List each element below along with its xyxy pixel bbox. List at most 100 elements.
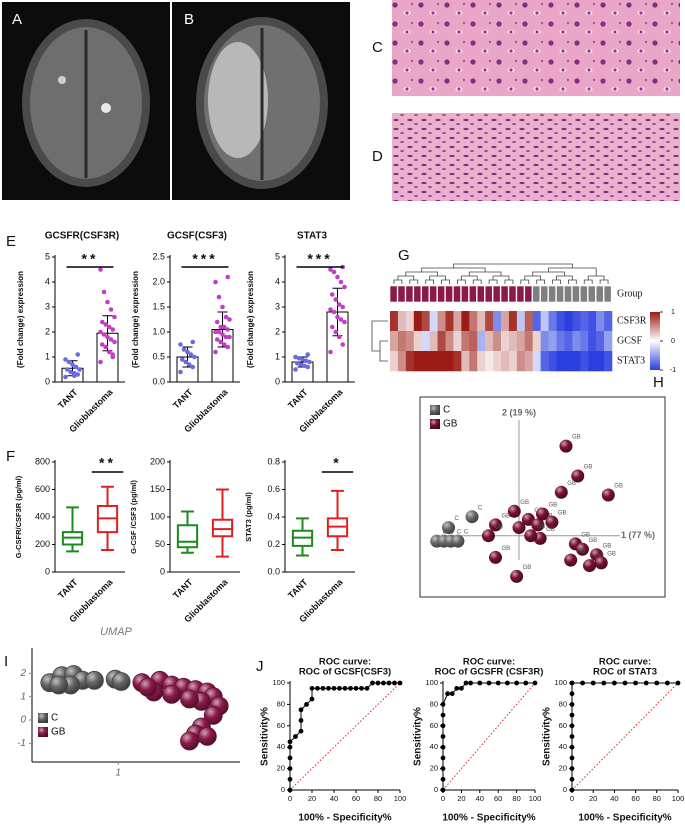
point-label: GB	[549, 503, 558, 509]
data-point	[442, 521, 455, 535]
pca-frame	[419, 396, 666, 598]
group-cell	[389, 285, 398, 303]
y-axis-label: (Fold change) expression	[131, 271, 140, 368]
roc-point	[298, 728, 304, 734]
dendrogram	[504, 279, 514, 284]
y-tick-label: 1	[45, 351, 50, 361]
dendrogram	[371, 320, 388, 362]
data-point	[108, 307, 114, 312]
x-tick-label: TANT	[171, 577, 195, 601]
heat-cell	[540, 351, 549, 372]
x-tick-label: 100	[529, 794, 542, 803]
panel-letter: J	[256, 658, 264, 675]
group-cell	[421, 285, 430, 303]
dendrogram	[552, 279, 561, 284]
roc-point	[569, 787, 575, 793]
x-tick-label: TANT	[171, 387, 195, 411]
roc-point	[523, 680, 529, 686]
y-tick-label: 600	[35, 484, 50, 494]
point-label: GB	[502, 546, 511, 552]
dendrogram	[468, 271, 502, 276]
y-tick-label: 3	[45, 301, 50, 311]
roc-line	[442, 682, 535, 790]
point-label: GB	[581, 532, 590, 538]
whisker-high	[101, 485, 114, 506]
roc-point	[590, 680, 596, 686]
group-cell	[429, 285, 438, 303]
group-cell	[453, 285, 461, 303]
heat-cell	[540, 331, 549, 352]
reference-line	[442, 682, 536, 791]
heat-cell	[501, 351, 510, 372]
legend-swatch	[430, 419, 440, 429]
dendrogram	[599, 279, 609, 284]
x-tick-label: 60	[352, 794, 360, 803]
y-tick-label: 80	[559, 699, 567, 708]
heat-cell	[405, 331, 415, 352]
heat-cell	[461, 331, 470, 352]
whisker-low	[296, 545, 309, 557]
legend-swatch	[430, 405, 440, 415]
data-point	[64, 367, 70, 372]
data-point	[338, 279, 344, 285]
panel-letter: F	[6, 448, 15, 465]
data-point	[214, 337, 220, 342]
x-axis-label: 100% - Specificity%	[442, 813, 535, 824]
y-tick-label: 2.5	[152, 251, 165, 261]
data-point	[216, 329, 222, 335]
box	[211, 518, 234, 538]
heat-cell	[572, 311, 581, 332]
colorbar-tick-label: 1	[671, 309, 675, 316]
data-point	[328, 267, 333, 272]
roc-point	[477, 680, 483, 686]
reference-line	[289, 682, 401, 791]
data-point	[342, 284, 347, 290]
group-cell	[579, 285, 588, 303]
roc-point	[397, 680, 403, 686]
y-tick-label: 0.0	[152, 376, 165, 386]
legend-label: C	[443, 405, 450, 416]
y-axis-label: Sensitivity%	[542, 707, 553, 766]
heat-cell	[397, 311, 407, 332]
y-tick-label: 1	[20, 691, 26, 702]
roc-point	[633, 680, 638, 686]
group-cell	[548, 285, 556, 303]
y-tick-label: 5	[45, 251, 50, 261]
data-point	[108, 337, 114, 342]
data-point	[218, 324, 224, 330]
data-point	[328, 349, 333, 355]
x-tick-label: TANT	[286, 387, 310, 411]
chart-subtitle: ROC of GCSFR (CSF3R)	[435, 667, 544, 678]
data-point	[575, 542, 589, 556]
y-axis-label: (Fold change) expression	[246, 271, 255, 368]
heat-cell	[580, 331, 589, 352]
dendrogram	[429, 275, 446, 280]
point-label: GB	[546, 527, 555, 533]
roc-point	[505, 680, 510, 686]
roc-point	[440, 702, 446, 707]
heat-cell	[556, 311, 565, 332]
data-point	[300, 357, 305, 362]
dendrogram	[441, 279, 450, 284]
box	[176, 524, 199, 549]
data-point	[510, 569, 524, 583]
panel-letter: E	[6, 233, 16, 250]
data-point	[305, 364, 311, 370]
data-point	[335, 274, 340, 280]
y-tick-label: 50	[155, 539, 165, 549]
data-point	[336, 334, 342, 340]
y-tick-label: 200	[35, 539, 50, 549]
data-point	[331, 309, 337, 315]
y-tick-label: 0	[563, 785, 567, 794]
x-tick-label: TANT	[56, 577, 80, 601]
panel-letter: D	[372, 148, 383, 165]
heat-cell	[453, 351, 462, 372]
heat-cell	[429, 331, 438, 352]
roc-point	[370, 680, 375, 686]
data-point	[342, 319, 347, 325]
heat-cell	[493, 331, 502, 352]
y-tick-label: 60	[277, 721, 285, 730]
roc-point	[612, 680, 617, 686]
data-point	[192, 354, 197, 360]
